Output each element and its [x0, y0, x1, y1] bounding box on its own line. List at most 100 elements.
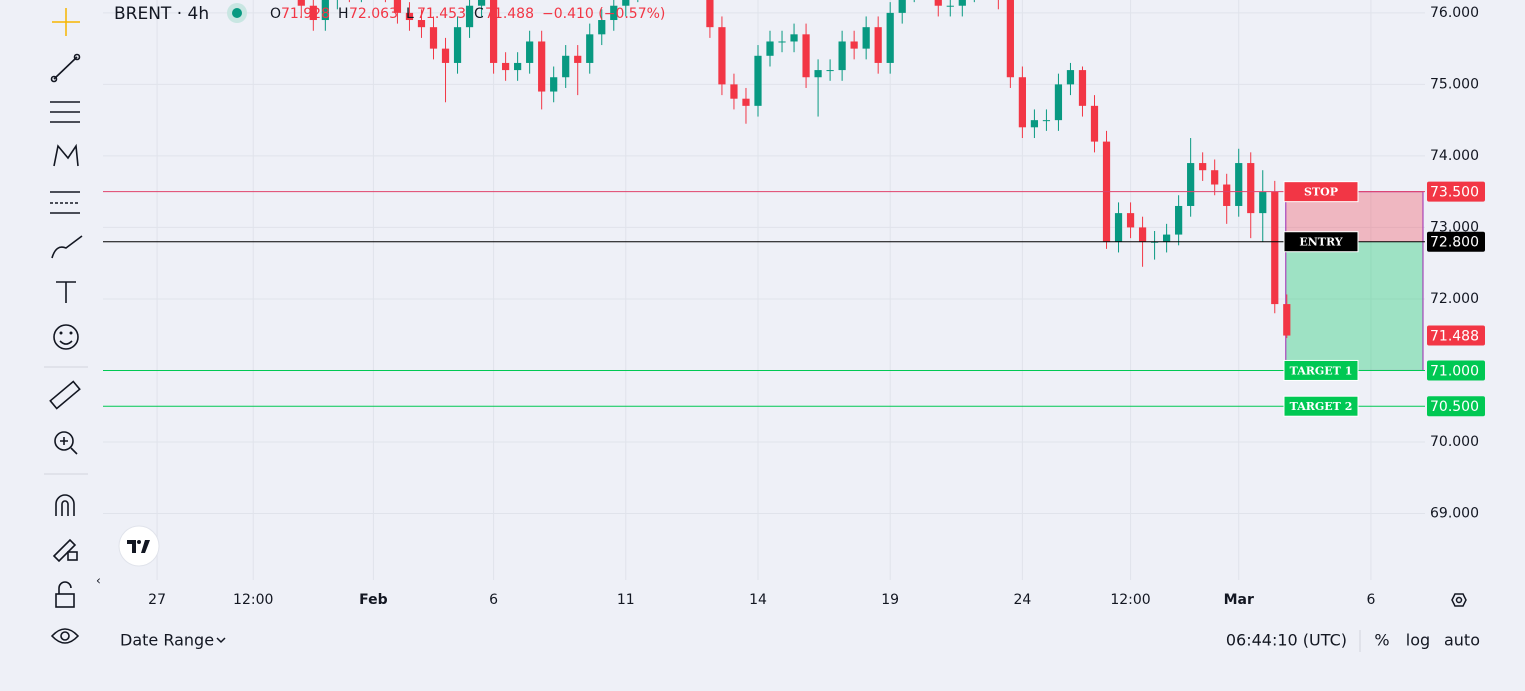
level-tag: ENTRY	[1299, 236, 1342, 249]
clock: 06:44:10 (UTC)	[1226, 631, 1347, 650]
ohlc-key: L	[406, 6, 414, 22]
candle-body	[1163, 234, 1171, 242]
candle-body	[718, 27, 726, 85]
candle-body	[429, 27, 438, 49]
last-price: 71.488	[1430, 329, 1479, 345]
candle-body	[586, 34, 594, 63]
candle-body	[622, 0, 630, 6]
ohlc-key: O	[270, 6, 281, 22]
candle-body	[321, 0, 329, 21]
magnet-tool[interactable]	[55, 494, 75, 516]
logo[interactable]	[118, 525, 160, 567]
ohlc-key: C	[474, 6, 484, 22]
candle-body	[1271, 191, 1279, 305]
symbol[interactable]: BRENT · 4h	[114, 4, 209, 24]
x-tick-label: 6	[489, 592, 498, 608]
candle-body	[754, 55, 762, 106]
candle-body	[1054, 84, 1063, 121]
candle-body	[1078, 70, 1087, 106]
settings-button[interactable]	[1451, 593, 1467, 607]
log-button[interactable]: log	[1406, 631, 1430, 650]
lock-tool[interactable]	[55, 581, 75, 608]
candle-body	[514, 62, 522, 71]
candle-body	[862, 27, 870, 49]
candle-body	[934, 0, 942, 6]
candle-body	[1018, 77, 1026, 128]
position-box[interactable]	[1285, 191, 1424, 371]
candle-body	[477, 0, 486, 6]
price-tag: 72.800	[1430, 235, 1479, 251]
candle-body	[526, 41, 534, 63]
candle-body	[1090, 105, 1099, 142]
candle-body	[802, 34, 810, 78]
candle-body	[297, 0, 305, 6]
x-tick-label: 24	[1013, 592, 1031, 608]
candle-body	[550, 77, 558, 92]
candle-body	[898, 0, 906, 13]
price-tag-bg	[1427, 181, 1485, 202]
candle-body	[730, 84, 738, 99]
trend-line-tool[interactable]	[50, 53, 81, 83]
price-tag-bg	[1427, 360, 1485, 381]
level-tag-bg	[1283, 359, 1359, 381]
candle-body	[1199, 163, 1207, 171]
collapse-arrow[interactable]: ‹	[96, 574, 101, 588]
candle-body	[598, 20, 606, 35]
change: −0.410 (−0.57%)	[542, 6, 665, 22]
candle-body	[502, 62, 510, 71]
candle-body	[1066, 70, 1075, 85]
candle-body	[417, 20, 426, 28]
ohlc-value: 71.928	[281, 6, 330, 22]
emoji-tool[interactable]	[53, 324, 79, 350]
price-tag: 71.000	[1430, 363, 1479, 379]
candle-body	[1259, 191, 1267, 214]
candle-body	[946, 5, 954, 7]
level-tag-bg	[1283, 395, 1359, 417]
candle-body	[1211, 170, 1219, 185]
x-tick-label: 27	[148, 592, 166, 608]
zoom-tool[interactable]	[54, 431, 78, 455]
x-tick-label: 14	[749, 592, 767, 608]
x-tick-label: 12:00	[233, 592, 273, 608]
lock-drawing-tool[interactable]	[52, 538, 78, 563]
fib-tool[interactable]	[50, 101, 80, 123]
candle-body	[742, 98, 750, 106]
candle-body	[1175, 205, 1183, 235]
projection-tool[interactable]	[50, 191, 80, 214]
x-tick-label: Mar	[1224, 592, 1254, 608]
ruler-tool[interactable]	[49, 380, 81, 410]
y-tick-label: 74.000	[1430, 148, 1479, 164]
level-tag-bg	[1283, 181, 1359, 203]
candle-body	[1247, 163, 1255, 214]
crosshair-tool[interactable]	[52, 8, 80, 36]
price-tag: 70.500	[1430, 399, 1479, 415]
y-tick-label: 73.000	[1430, 219, 1479, 235]
candle-body	[465, 5, 474, 28]
candle-body	[1138, 227, 1147, 242]
levels: STOP 73.500 ENTRY 72.800 TARGET 1 71.000 TARGE…	[103, 181, 1485, 417]
candle-body	[1114, 213, 1123, 242]
pattern-tool[interactable]	[53, 143, 79, 167]
visibility-tool[interactable]	[50, 628, 80, 644]
candle-body	[1283, 304, 1291, 336]
y-tick-label: 76.000	[1430, 5, 1479, 21]
price-tag-bg	[1427, 396, 1485, 417]
candle-body	[538, 41, 546, 92]
candle-body	[309, 5, 317, 21]
candle-body	[562, 55, 570, 78]
ohlc-value: 72.063	[349, 6, 398, 22]
percent-button[interactable]: %	[1374, 631, 1389, 650]
candle-body	[706, 0, 714, 28]
level-tag-bg	[1283, 231, 1359, 253]
candle-body	[1187, 163, 1195, 206]
date-range-arrow[interactable]	[216, 637, 226, 644]
date-range[interactable]: Date Range	[120, 631, 214, 650]
auto-button[interactable]: auto	[1444, 631, 1480, 650]
brush-tool[interactable]	[51, 235, 83, 259]
candle-body	[874, 27, 882, 63]
candles	[297, 0, 1291, 339]
text-tool[interactable]	[56, 281, 76, 303]
toolbar[interactable]: ‹	[44, 8, 101, 644]
